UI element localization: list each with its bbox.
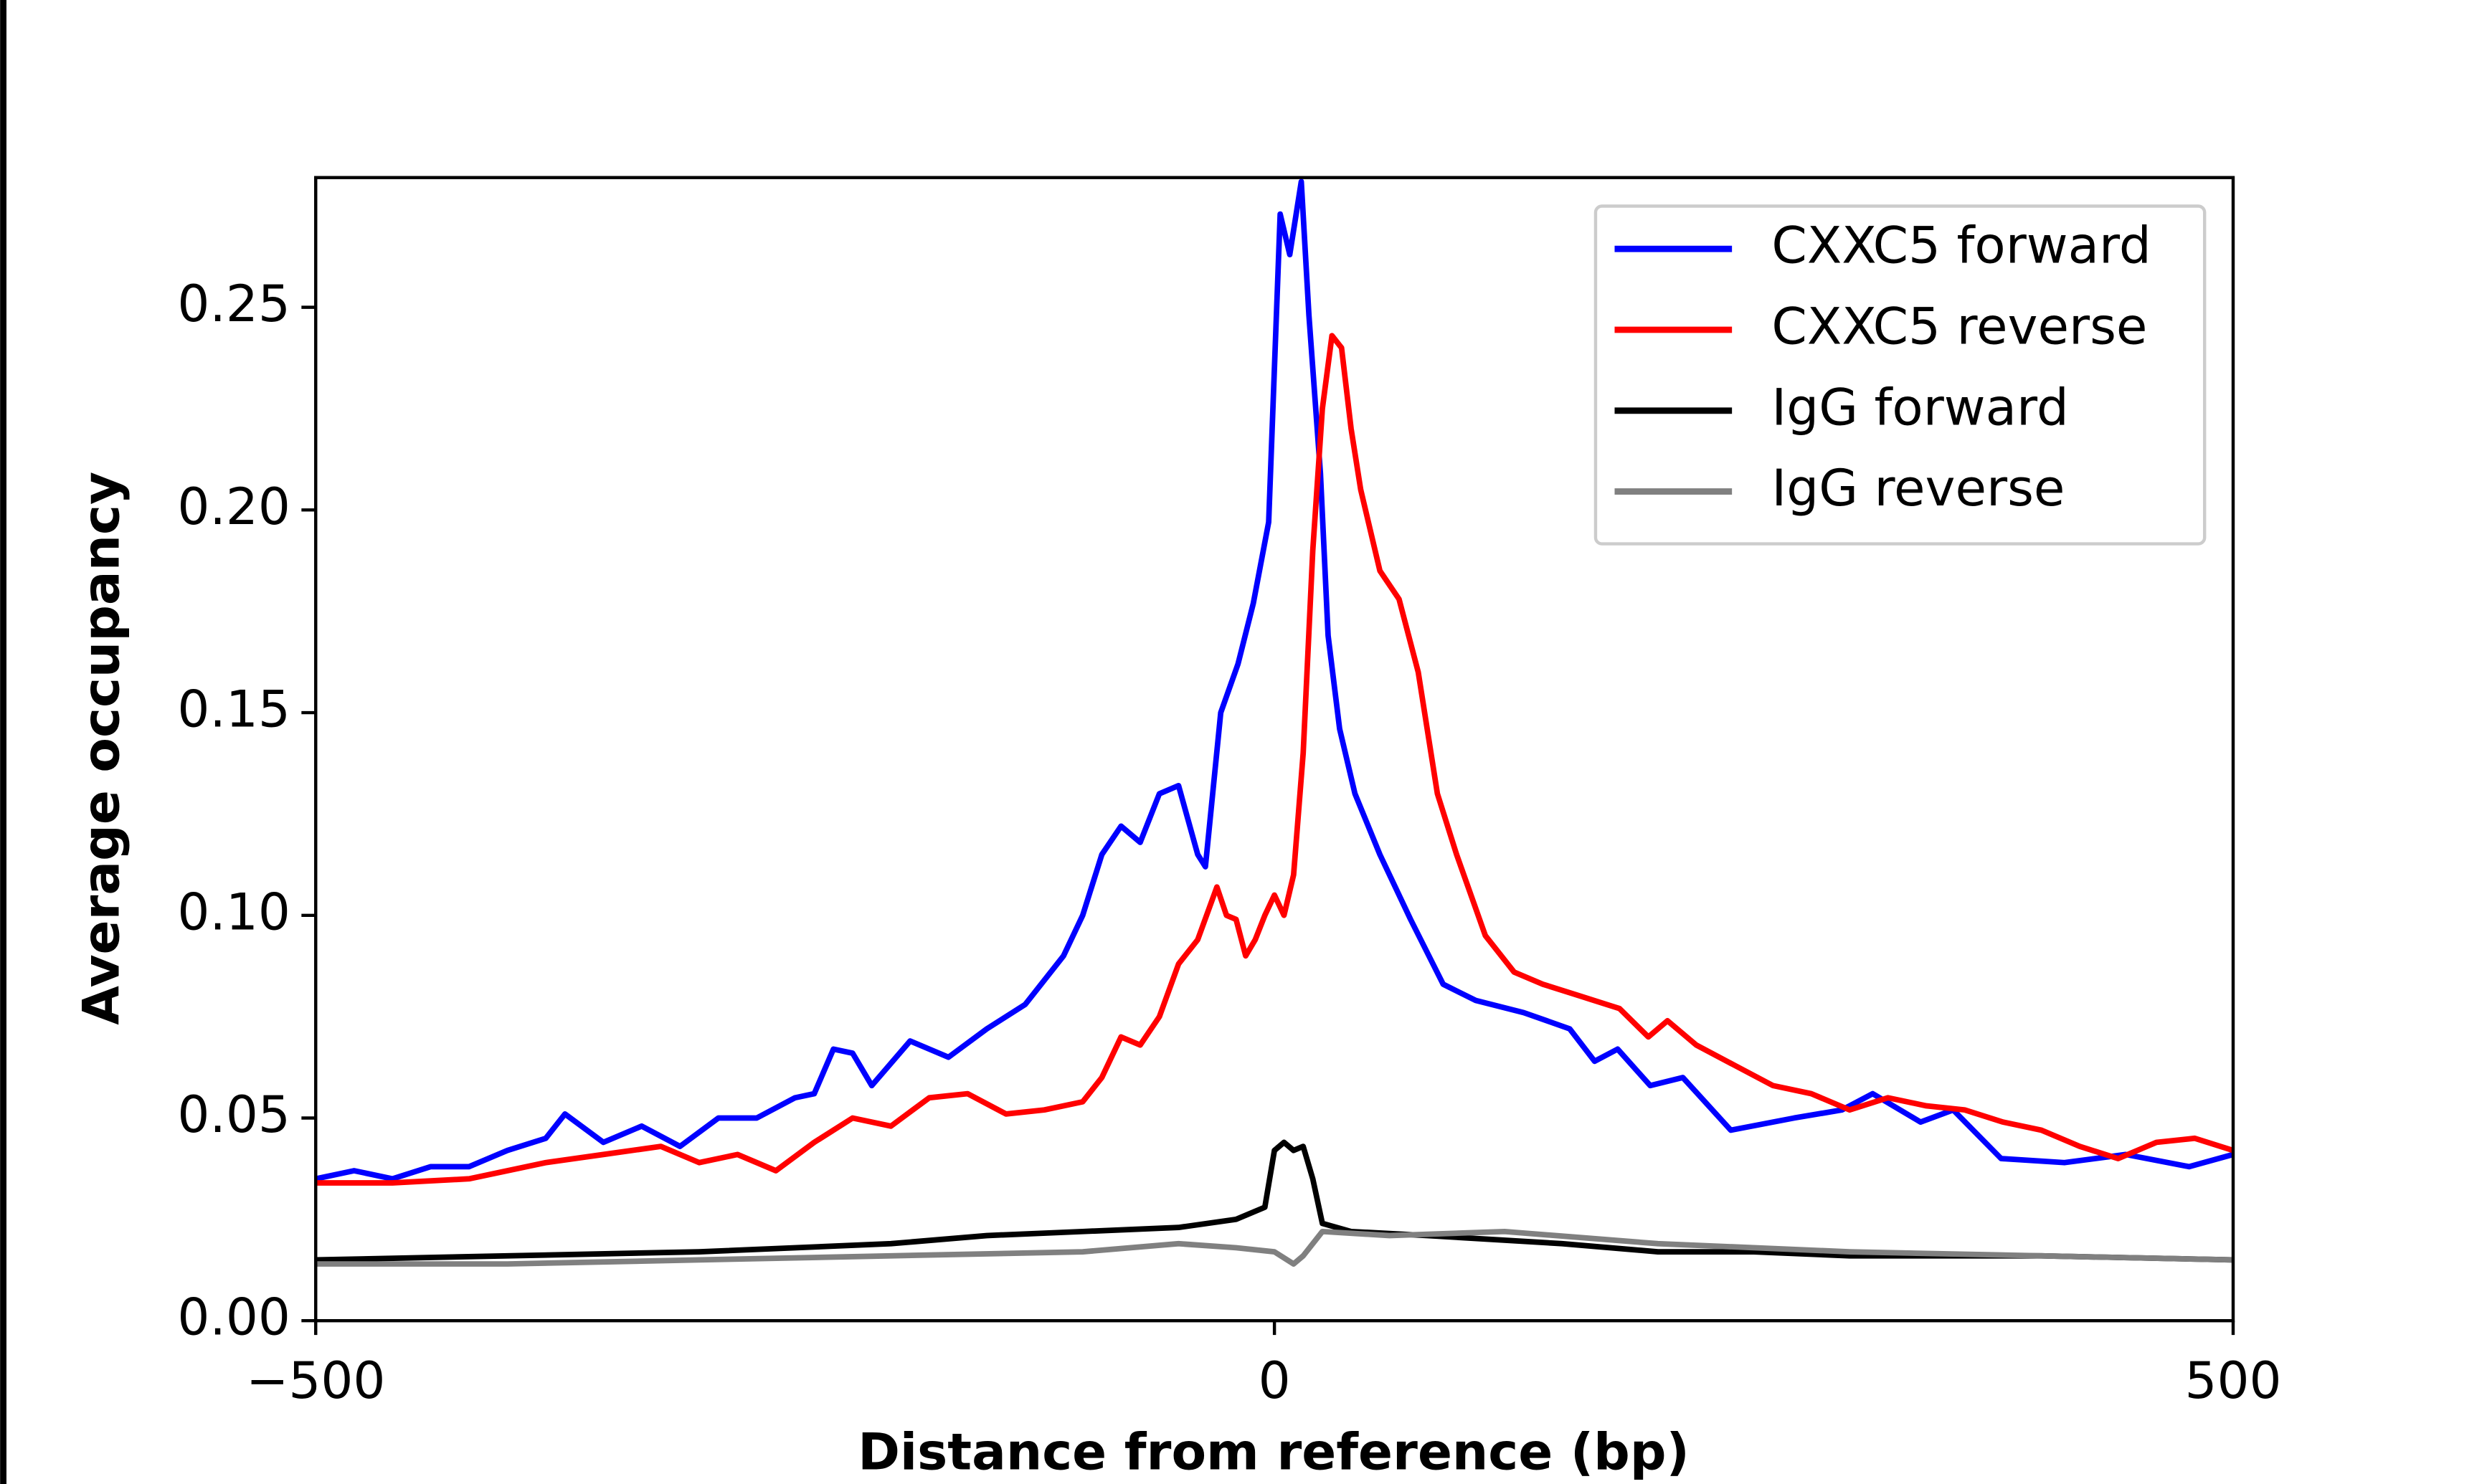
series-line [316, 333, 2235, 1186]
legend-label: CXXC5 reverse [1771, 297, 2147, 356]
series-line [315, 179, 2235, 1182]
y-axis-label: Average occupancy [72, 472, 131, 1025]
y-tick-label: 0.15 [177, 680, 290, 739]
plot-frame [314, 176, 2235, 1323]
legend-label: IgG forward [1771, 377, 2068, 437]
left-border [0, 0, 7, 1484]
series-line [316, 1228, 2234, 1267]
x-tick-label: 0 [1259, 1351, 1291, 1410]
y-tick-label: 0.25 [177, 274, 290, 333]
x-tick-label: 500 [2184, 1351, 2281, 1410]
y-tick-label: 0.00 [177, 1288, 290, 1347]
y-tick-label: 0.10 [177, 882, 290, 941]
series-line [316, 1139, 2234, 1263]
legend-label: IgG reverse [1771, 458, 2065, 518]
x-tick-label: −500 [246, 1351, 385, 1410]
legend-label: CXXC5 forward [1771, 216, 2151, 275]
x-axis-label: Distance from reference (bp) [858, 1422, 1690, 1482]
legend-box [1593, 204, 2207, 546]
y-tick-label: 0.20 [177, 477, 290, 536]
y-tick-label: 0.05 [177, 1085, 290, 1144]
